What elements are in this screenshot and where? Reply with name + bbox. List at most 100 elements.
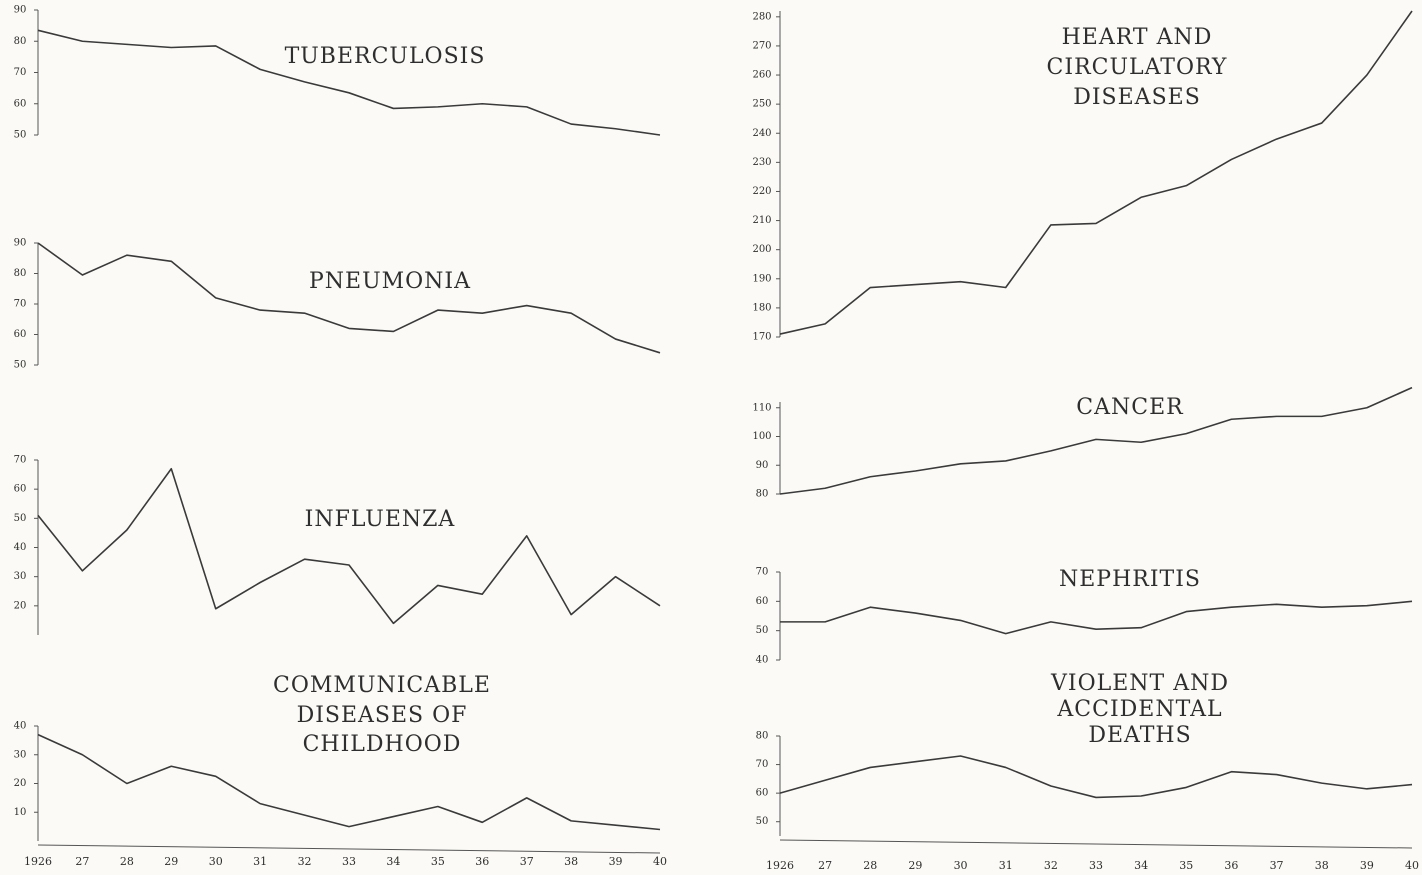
y-tick-label: 70 <box>756 567 769 578</box>
y-tick-label: 40 <box>14 542 27 553</box>
data-line <box>779 10 1413 335</box>
y-tick-label: 270 <box>752 40 771 51</box>
y-tick-label: 280 <box>752 11 771 22</box>
x-tick-label: 32 <box>298 855 312 868</box>
y-tick-label: 80 <box>14 36 27 47</box>
y-tick-label: 20 <box>14 778 27 789</box>
y-tick-label: 220 <box>752 186 771 197</box>
y-tick-label: 30 <box>14 571 27 582</box>
chart-title: PNEUMONIA <box>309 269 471 294</box>
data-line <box>779 755 1413 799</box>
y-tick-label: 70 <box>756 759 769 770</box>
chart-title: CIRCULATORY <box>1047 55 1228 80</box>
x-tick-label: 34 <box>1134 859 1148 872</box>
y-tick-label: 50 <box>14 130 27 141</box>
x-tick-label: 30 <box>209 855 223 868</box>
chart-title: DEATHS <box>1088 723 1191 748</box>
x-tick-label: 38 <box>564 855 578 868</box>
x-tick-label: 36 <box>475 855 489 868</box>
y-tick-label: 210 <box>752 215 771 226</box>
y-tick-label: 100 <box>752 431 771 442</box>
chart-title: HEART AND <box>1062 25 1213 50</box>
y-tick-label: 190 <box>752 273 771 284</box>
chart-title: CHILDHOOD <box>303 732 462 757</box>
data-line <box>37 242 661 354</box>
y-tick-label: 20 <box>14 600 27 611</box>
chart-title: INFLUENZA <box>305 507 456 532</box>
chart-title: NEPHRITIS <box>1059 567 1201 592</box>
y-tick-label: 80 <box>756 489 769 500</box>
y-tick-label: 90 <box>14 5 27 16</box>
x-tick-label: 27 <box>818 859 832 872</box>
x-tick-label: 1926 <box>24 855 52 868</box>
x-tick-label: 28 <box>120 855 134 868</box>
y-tick-label: 70 <box>14 455 27 466</box>
y-tick-label: 60 <box>14 329 27 340</box>
y-tick-label: 50 <box>14 513 27 524</box>
x-tick-label: 33 <box>342 855 356 868</box>
x-tick-label: 30 <box>954 859 968 872</box>
y-tick-label: 40 <box>14 721 27 732</box>
x-tick-label: 1926 <box>766 859 794 872</box>
y-tick-label: 240 <box>752 128 771 139</box>
y-tick-label: 230 <box>752 157 771 168</box>
x-tick-label: 40 <box>1405 859 1419 872</box>
y-tick-label: 50 <box>14 360 27 371</box>
y-tick-label: 10 <box>14 807 27 818</box>
y-tick-label: 50 <box>756 816 769 827</box>
x-tick-label: 34 <box>386 855 400 868</box>
y-tick-label: 70 <box>14 67 27 78</box>
x-tick-label: 35 <box>1179 859 1193 872</box>
data-line <box>779 386 1413 495</box>
x-tick-label: 37 <box>520 855 534 868</box>
x-tick-label: 29 <box>164 855 178 868</box>
chart-title: TUBERCULOSIS <box>285 44 486 69</box>
x-tick-label: 32 <box>1044 859 1058 872</box>
chart-title: DISEASES OF <box>297 703 468 728</box>
y-tick-label: 30 <box>14 749 27 760</box>
y-tick-label: 70 <box>14 299 27 310</box>
y-tick-label: 40 <box>756 655 769 666</box>
chart-title: CANCER <box>1076 395 1184 420</box>
data-line <box>37 733 661 831</box>
x-tick-label: 40 <box>653 855 667 868</box>
y-tick-label: 60 <box>14 484 27 495</box>
x-axis <box>37 844 661 854</box>
chart-title: DISEASES <box>1073 85 1201 110</box>
y-tick-label: 200 <box>752 244 771 255</box>
x-tick-label: 39 <box>1360 859 1374 872</box>
chart-title: COMMUNICABLE <box>273 673 491 698</box>
x-tick-label: 39 <box>609 855 623 868</box>
chart-title: VIOLENT AND <box>1050 671 1229 696</box>
y-tick-label: 60 <box>14 98 27 109</box>
x-tick-label: 35 <box>431 855 445 868</box>
x-tick-label: 36 <box>1224 859 1238 872</box>
x-tick-label: 31 <box>253 855 267 868</box>
data-line <box>37 467 661 625</box>
x-tick-label: 28 <box>863 859 877 872</box>
y-tick-label: 260 <box>752 70 771 81</box>
y-tick-label: 170 <box>752 332 771 343</box>
y-tick-label: 180 <box>752 302 771 313</box>
x-tick-label: 31 <box>999 859 1013 872</box>
y-tick-label: 60 <box>756 596 769 607</box>
y-tick-label: 250 <box>752 99 771 110</box>
y-tick-label: 60 <box>756 788 769 799</box>
data-line <box>780 600 1413 635</box>
x-tick-label: 27 <box>75 855 89 868</box>
data-line <box>37 29 661 136</box>
y-tick-label: 50 <box>756 625 769 636</box>
chart-title: ACCIDENTAL <box>1056 697 1222 722</box>
y-tick-label: 90 <box>14 238 27 249</box>
y-tick-label: 110 <box>752 402 771 413</box>
y-tick-label: 80 <box>756 731 769 742</box>
x-tick-label: 38 <box>1315 859 1329 872</box>
x-tick-label: 29 <box>908 859 922 872</box>
y-tick-label: 80 <box>14 268 27 279</box>
x-tick-label: 37 <box>1270 859 1284 872</box>
x-axis <box>779 839 1413 849</box>
y-tick-label: 90 <box>756 460 769 471</box>
x-tick-label: 33 <box>1089 859 1103 872</box>
